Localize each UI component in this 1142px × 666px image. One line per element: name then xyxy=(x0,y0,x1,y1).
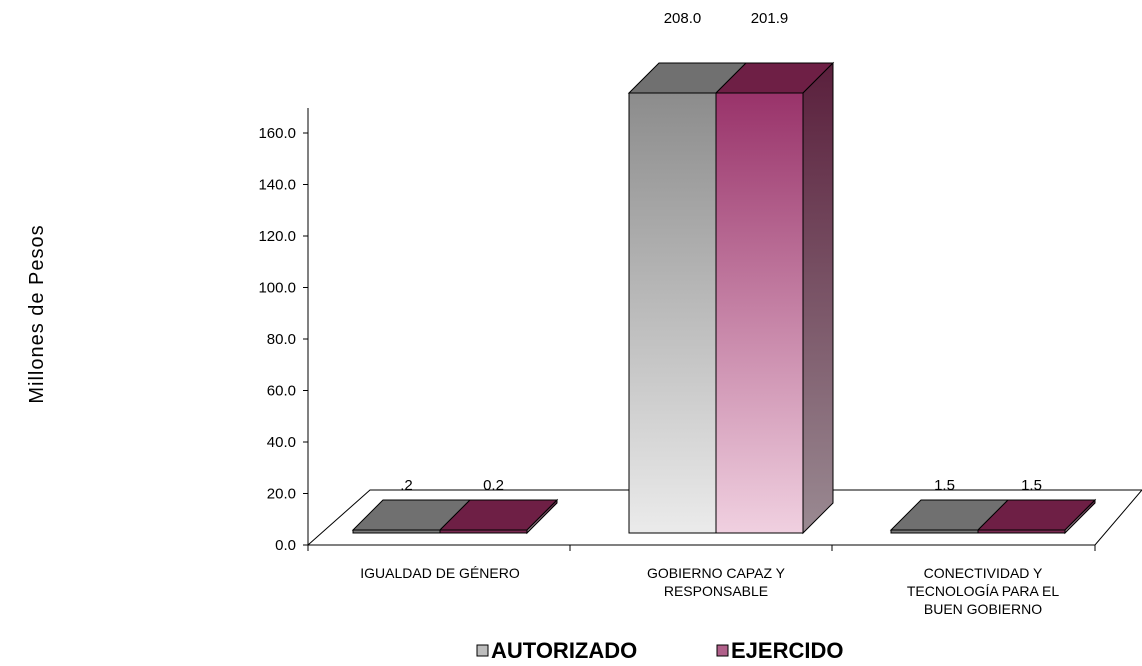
bar-side xyxy=(1064,498,1096,535)
bar-side xyxy=(526,498,558,535)
data-label: 1.5 xyxy=(1021,477,1042,494)
bar-ejercido-1 xyxy=(714,61,835,535)
legend-label: EJERCIDO xyxy=(731,638,843,663)
legend-item-ejercido: EJERCIDO xyxy=(716,638,843,663)
bar-autorizado-1 xyxy=(627,62,748,534)
legend-label: AUTORIZADO xyxy=(491,638,637,663)
value-axis: 0.0 20.0 40.0 60.0 80.0 100.0 120.0 140.0 160.0 xyxy=(258,108,309,554)
data-labels: .2 0.2 208.0 201.9 1.5 1.5 xyxy=(400,10,1042,494)
legend-swatch xyxy=(476,644,489,657)
y-tick-label: 40.0 xyxy=(267,434,296,451)
y-tick-label: 60.0 xyxy=(267,383,296,400)
data-label: 0.2 xyxy=(483,477,504,494)
bar-side xyxy=(802,61,834,535)
y-tick-label: 20.0 xyxy=(267,486,296,503)
category-label: CONECTIVIDAD Y xyxy=(924,565,1043,581)
y-tick-label: 120.0 xyxy=(258,228,296,245)
category-label: GOBIERNO CAPAZ Y xyxy=(647,565,786,581)
bar-ejercido-0 xyxy=(438,498,559,535)
y-tick-label: 0.0 xyxy=(275,537,296,554)
data-label: 208.0 xyxy=(664,10,702,27)
bar-front xyxy=(715,92,804,534)
category-label: TECNOLOGÍA PARA EL xyxy=(907,583,1059,599)
y-tick-label: 160.0 xyxy=(258,125,296,142)
legend-swatch xyxy=(716,644,729,657)
bars xyxy=(351,61,1097,535)
category-axis: IGUALDAD DE GÉNERO GOBIERNO CAPAZ Y RESPON… xyxy=(307,544,1096,617)
bar-front xyxy=(628,92,717,534)
data-label: .2 xyxy=(400,477,413,494)
category-label: RESPONSABLE xyxy=(664,583,768,599)
data-label: 201.9 xyxy=(751,10,789,27)
y-tick-label: 80.0 xyxy=(267,331,296,348)
category-label: BUEN GOBIERNO xyxy=(924,601,1042,617)
y-axis-title: Millones de Pesos xyxy=(26,224,48,403)
y-tick-label: 100.0 xyxy=(258,280,296,297)
category-label: IGUALDAD DE GÉNERO xyxy=(360,565,520,581)
legend: AUTORIZADO EJERCIDO xyxy=(476,638,843,663)
bar-ejercido-2 xyxy=(976,498,1097,535)
legend-item-autorizado: AUTORIZADO xyxy=(476,638,637,663)
y-tick-label: 140.0 xyxy=(258,177,296,194)
data-label: 1.5 xyxy=(934,477,955,494)
